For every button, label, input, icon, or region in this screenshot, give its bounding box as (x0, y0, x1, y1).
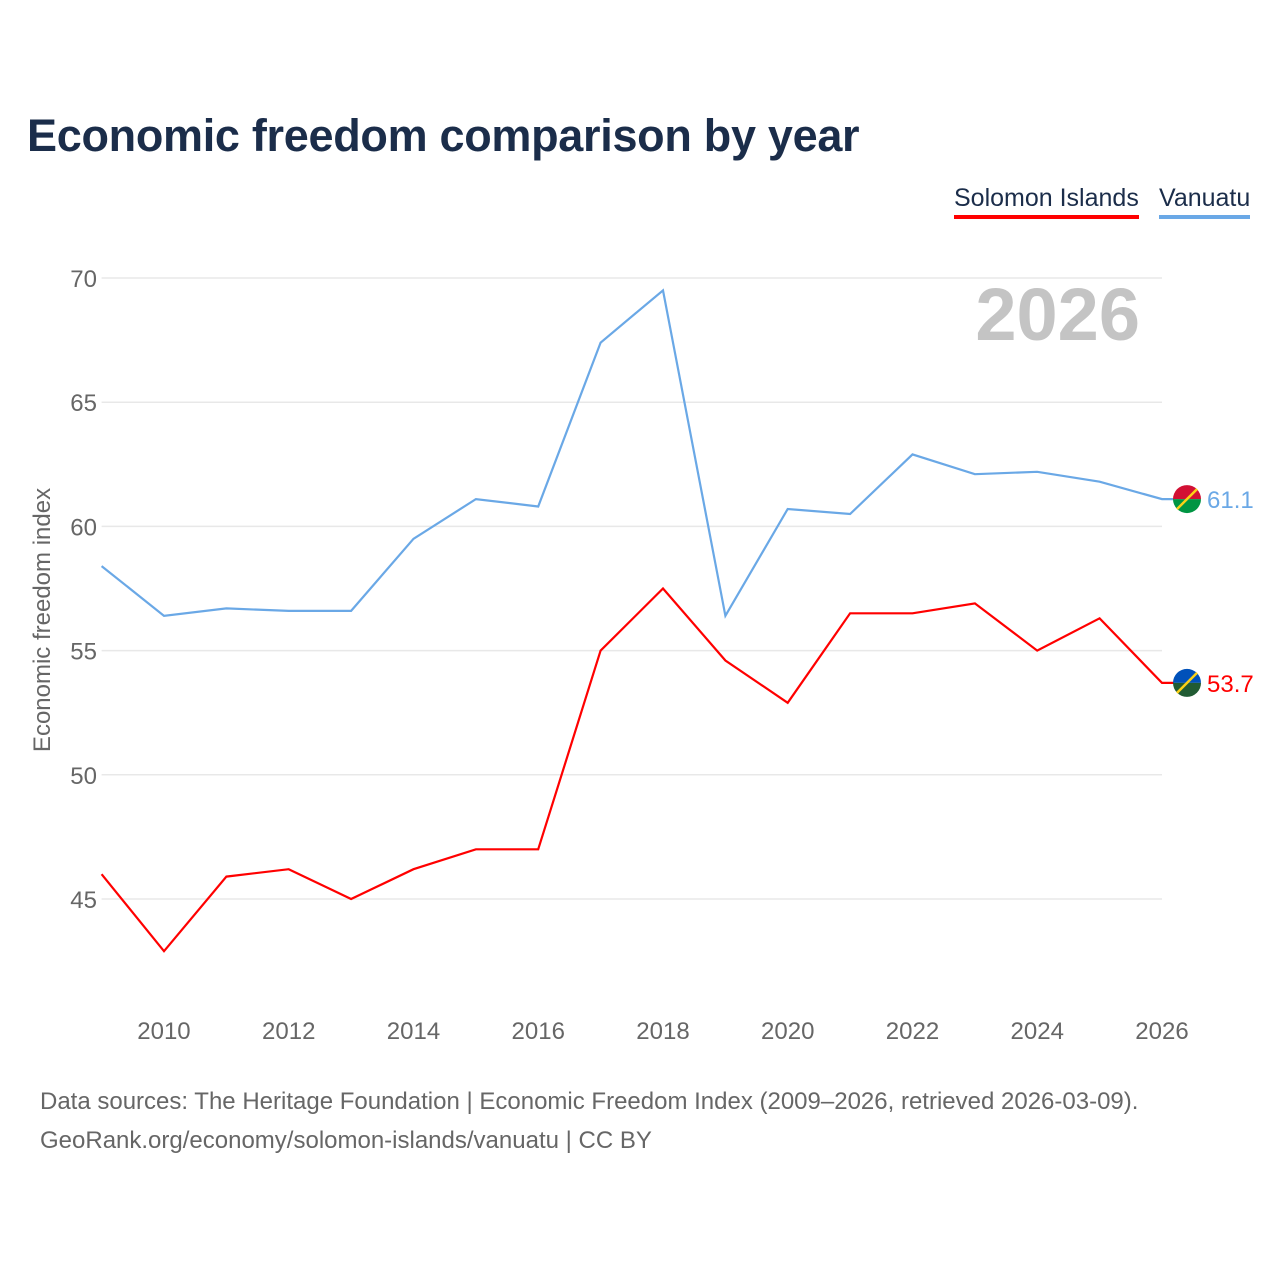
vanuatu-flag-icon (1173, 485, 1201, 514)
legend-vanuatu[interactable]: Vanuatu (1159, 184, 1251, 219)
x-tick-label: 2026 (1135, 1018, 1188, 1045)
footer-sources: Data sources: The Heritage Foundation | … (40, 1088, 1139, 1115)
y-tick-label: 65 (70, 390, 97, 417)
x-tick-label: 2012 (262, 1018, 315, 1045)
solomon-islands-flag-icon (1173, 668, 1201, 697)
x-tick-label: 2010 (137, 1018, 190, 1045)
legend-solomon-islands[interactable]: Solomon Islands (954, 184, 1139, 219)
y-axis-label: Economic freedom index (29, 488, 56, 752)
x-tick-label: 2024 (1011, 1018, 1064, 1045)
y-tick-label: 50 (70, 763, 97, 790)
x-tick-label: 2016 (512, 1018, 565, 1045)
x-tick-label: 2022 (886, 1018, 939, 1045)
series-line-solomon-islands (100, 586, 1174, 953)
x-tick-label: 2018 (636, 1018, 689, 1045)
series-line-vanuatu (100, 288, 1174, 619)
end-value-label: 61.1 (1207, 487, 1254, 514)
chart-title: Economic freedom comparison by year (27, 110, 860, 161)
y-tick-label: 70 (70, 266, 97, 293)
footer-attribution: GeoRank.org/economy/solomon-islands/vanu… (40, 1127, 652, 1154)
year-watermark: 2026 (975, 273, 1140, 356)
y-tick-label: 60 (70, 514, 97, 541)
y-tick-label: 55 (70, 639, 97, 666)
end-value-label: 53.7 (1207, 671, 1254, 698)
x-tick-label: 2014 (387, 1018, 440, 1045)
y-tick-label: 45 (70, 887, 97, 914)
x-tick-label: 2020 (761, 1018, 814, 1045)
